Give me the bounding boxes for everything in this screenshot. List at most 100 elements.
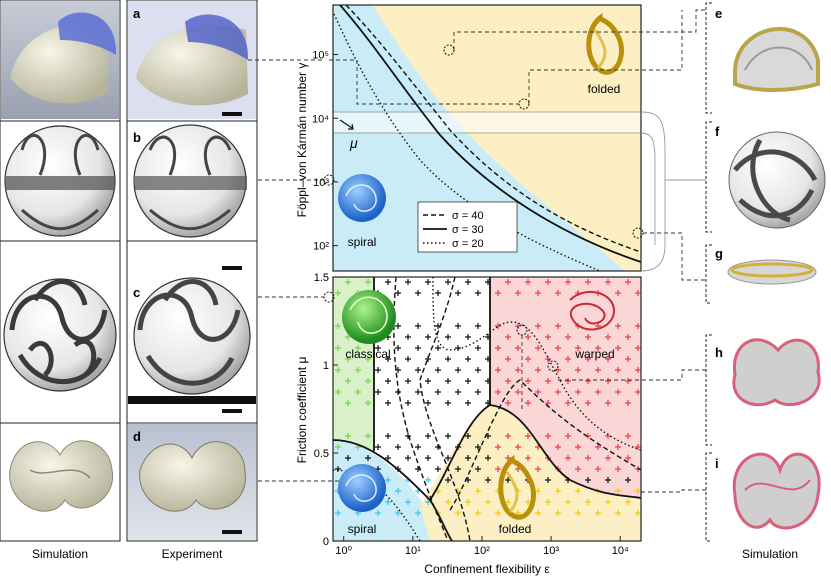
bottom-sample-marker <box>505 356 511 362</box>
bottom-sample-marker <box>505 477 511 483</box>
bottom-sample-marker <box>605 356 611 362</box>
panel-letter-h: h <box>715 345 723 360</box>
bottom-sample-marker <box>425 455 431 461</box>
bottom-sample-marker <box>635 345 641 351</box>
bottom-sample-marker <box>535 290 541 296</box>
bottom-sample-marker <box>535 345 541 351</box>
exp-d-image <box>128 424 256 540</box>
bottom-sample-marker <box>455 510 461 516</box>
bottom-sample-marker <box>485 455 491 461</box>
bottom-sample-marker <box>385 356 391 362</box>
bottom-sample-marker <box>585 378 591 384</box>
bottom-sample-marker <box>545 477 551 483</box>
sim-b-rope-band <box>5 176 115 190</box>
bottom-sample-marker <box>605 378 611 384</box>
mu-band-label: μ <box>349 135 358 151</box>
caption-experiment: Experiment <box>162 547 223 561</box>
bottom-sample-marker <box>585 477 591 483</box>
legend-label-sigma-40: σ = 40 <box>452 210 484 222</box>
bottom-sample-marker <box>545 378 551 384</box>
spiral-bottom-swirl-icon <box>345 474 377 502</box>
bottom-sample-marker <box>555 510 561 516</box>
panel-letter-a: a <box>133 6 141 21</box>
bottom-sample-marker <box>415 510 421 516</box>
bottom-sample-marker <box>425 279 431 285</box>
bottom-sample-marker <box>535 323 541 329</box>
sim-a-shell <box>10 24 108 104</box>
panel-letter-c: c <box>133 285 140 300</box>
bottom-sample-marker <box>465 356 471 362</box>
bottom-x-tick-label: 10³ <box>543 545 559 557</box>
bottom-sample-marker <box>345 455 351 461</box>
mu-arrow <box>339 119 353 129</box>
bottom-sample-marker <box>405 455 411 461</box>
bottom-sample-marker <box>575 444 581 450</box>
green-classical-icon <box>342 290 396 344</box>
bottom-sample-marker <box>345 356 351 362</box>
sim-i-loop <box>744 479 811 491</box>
bottom-sample-marker <box>575 367 581 373</box>
bottom-sample-marker <box>565 433 571 439</box>
top-region-label-folded: folded <box>588 82 621 96</box>
panel-letter-e: e <box>715 6 722 21</box>
boundary-dashed-2 <box>419 277 471 541</box>
bottom-x-axis-label: Confinement flexibility ε <box>424 562 550 576</box>
bottom-sample-marker <box>395 290 401 296</box>
boundary-dotted-2 <box>432 277 641 451</box>
right-panel-brackets <box>705 2 712 542</box>
bottom-region-label-warped: warped <box>574 347 614 361</box>
simulation-column-right <box>727 26 826 530</box>
folded-bottom-loop-inner <box>505 471 519 513</box>
bottom-sample-marker <box>425 477 431 483</box>
bottom-sample-marker <box>385 279 391 285</box>
connectors <box>248 9 706 493</box>
bottom-sample-marker <box>525 433 531 439</box>
bottom-sample-marker <box>625 279 631 285</box>
bottom-sample-marker <box>335 510 341 516</box>
bottom-sample-marker <box>465 433 471 439</box>
bottom-sample-marker <box>335 389 341 395</box>
bottom-sample-marker <box>545 334 551 340</box>
sim-c-loops <box>9 279 108 385</box>
bottom-sample-marker <box>425 400 431 406</box>
bottom-sample-marker <box>445 279 451 285</box>
bottom-sample-marker <box>375 444 381 450</box>
bottom-region-label-spiral: spiral <box>348 522 377 536</box>
bottom-sample-marker <box>455 323 461 329</box>
bottom-sample-marker <box>405 400 411 406</box>
sim-h-crumpled <box>732 338 821 407</box>
bottom-sample-marker <box>575 389 581 395</box>
bottom-sample-marker <box>475 290 481 296</box>
mu-arrow-head <box>348 123 354 130</box>
exp-c-loops <box>137 279 241 386</box>
sim-i-crumpled <box>732 452 821 530</box>
band-connectors <box>640 111 706 272</box>
bottom-sample-marker <box>575 488 581 494</box>
bottom-sample-marker <box>525 334 531 340</box>
bottom-sample-marker <box>385 455 391 461</box>
sim-h-image <box>732 338 821 407</box>
bottom-sample-marker <box>495 389 501 395</box>
bottom-sample-marker <box>625 433 631 439</box>
bottom-sample-marker <box>465 499 471 505</box>
bottom-sample-marker <box>565 279 571 285</box>
bottom-sample-marker <box>635 510 641 516</box>
top-spiral-region <box>333 5 625 271</box>
bottom-sample-marker <box>485 477 491 483</box>
bottom-sample-marker <box>505 378 511 384</box>
bottom-sample-marker <box>525 499 531 505</box>
panel-letter-b: b <box>133 130 141 145</box>
bottom-sample-marker <box>405 334 411 340</box>
sim-b-loops <box>20 133 100 231</box>
bottom-sample-marker <box>635 290 641 296</box>
exp-d-crumpled <box>139 441 246 512</box>
bottom-sample-marker <box>635 444 641 450</box>
bottom-sample-marker <box>445 378 451 384</box>
bottom-sample-marker <box>425 499 431 505</box>
connector-i <box>641 489 706 493</box>
bottom-sample-marker <box>365 279 371 285</box>
bottom-sample-marker <box>405 356 411 362</box>
bottom-sample-marker <box>565 334 571 340</box>
exp-c-sphere <box>133 277 251 395</box>
top-y-axis-label: Föppl–von Kármán number γ <box>295 63 309 218</box>
